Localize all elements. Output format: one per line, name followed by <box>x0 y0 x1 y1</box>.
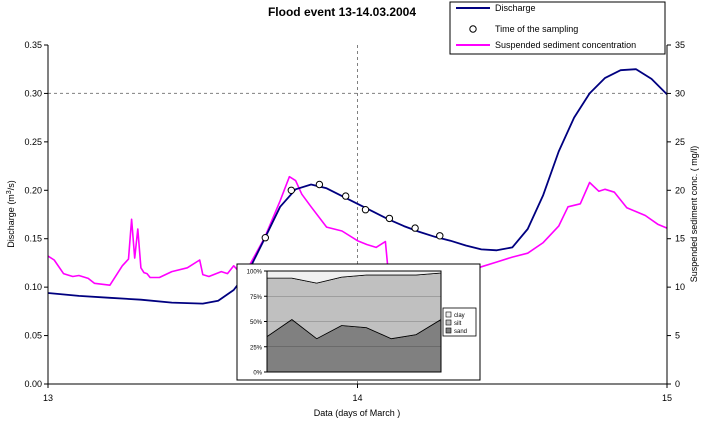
y2-tick-label: 10 <box>675 282 685 292</box>
y2-tick-label: 25 <box>675 137 685 147</box>
sampling-point <box>361 206 370 214</box>
inset-legend-swatch-silt <box>445 319 452 326</box>
inset-tick-label: 50% <box>250 320 263 326</box>
particle-size-inset: 100% 75% 50% 25% 0% clay silt sand <box>236 263 481 381</box>
inset-tick-label: 25% <box>250 345 263 351</box>
y-tick-label: 0.25 <box>24 137 42 147</box>
y2-tick-label: 35 <box>675 40 685 50</box>
x-tick-label: 15 <box>662 393 672 403</box>
legend-label-sediment: Suspended sediment concentration <box>495 40 636 50</box>
x-tick-label: 14 <box>352 393 362 403</box>
sampling-point <box>411 224 419 232</box>
x-axis-title: Data (days of March ) <box>314 408 401 418</box>
chart-title: Flood event 13-14.03.2004 <box>268 5 416 19</box>
y-tick-label: 0.10 <box>24 282 42 292</box>
inset-legend-label-sand: sand <box>454 329 467 335</box>
sampling-point <box>385 214 394 223</box>
inset-legend-label-silt: silt <box>454 321 462 327</box>
series-line-suspended-sediment <box>47 175 668 287</box>
y2-tick-label: 5 <box>675 331 680 341</box>
legend-label-discharge: Discharge <box>495 3 536 13</box>
y-tick-label: 0.15 <box>24 234 42 244</box>
inset-legend-swatch-clay <box>445 311 452 318</box>
legend-swatch-sampling <box>469 25 477 33</box>
y-tick-label: 0.35 <box>24 40 42 50</box>
sampling-point <box>342 192 350 200</box>
inset-plot-frame <box>266 270 442 373</box>
inset-legend-swatch-sand <box>445 327 452 334</box>
sampling-point <box>287 186 295 195</box>
y2-tick-label: 30 <box>675 88 685 98</box>
inset-legend-label-clay: clay <box>454 313 465 319</box>
sampling-point <box>261 234 269 242</box>
y2-tick-label: 15 <box>675 234 685 244</box>
inset-tick-label: 0% <box>253 371 262 377</box>
series-line-discharge <box>47 68 668 305</box>
legend: Discharge Time of the sampling Suspended s… <box>449 1 666 55</box>
legend-label-sampling: Time of the sampling <box>495 24 578 34</box>
x-tick-label: 13 <box>43 393 53 403</box>
sampling-point <box>436 232 444 240</box>
inset-tick-label: 100% <box>247 270 263 276</box>
inset-tick-label: 75% <box>250 295 263 301</box>
y2-axis-title: Suspended sediment conc. ( mg/l) <box>689 146 699 283</box>
y-tick-label: 0.30 <box>24 88 42 98</box>
sampling-point <box>315 180 324 189</box>
y-tick-label: 0.05 <box>24 331 42 341</box>
y-tick-label: 0.00 <box>24 379 42 389</box>
y2-tick-label: 20 <box>675 185 685 195</box>
y-axis-title: Discharge (m3/s) <box>6 180 16 247</box>
y2-tick-label: 0 <box>675 379 680 389</box>
y-tick-label: 0.20 <box>24 185 42 195</box>
